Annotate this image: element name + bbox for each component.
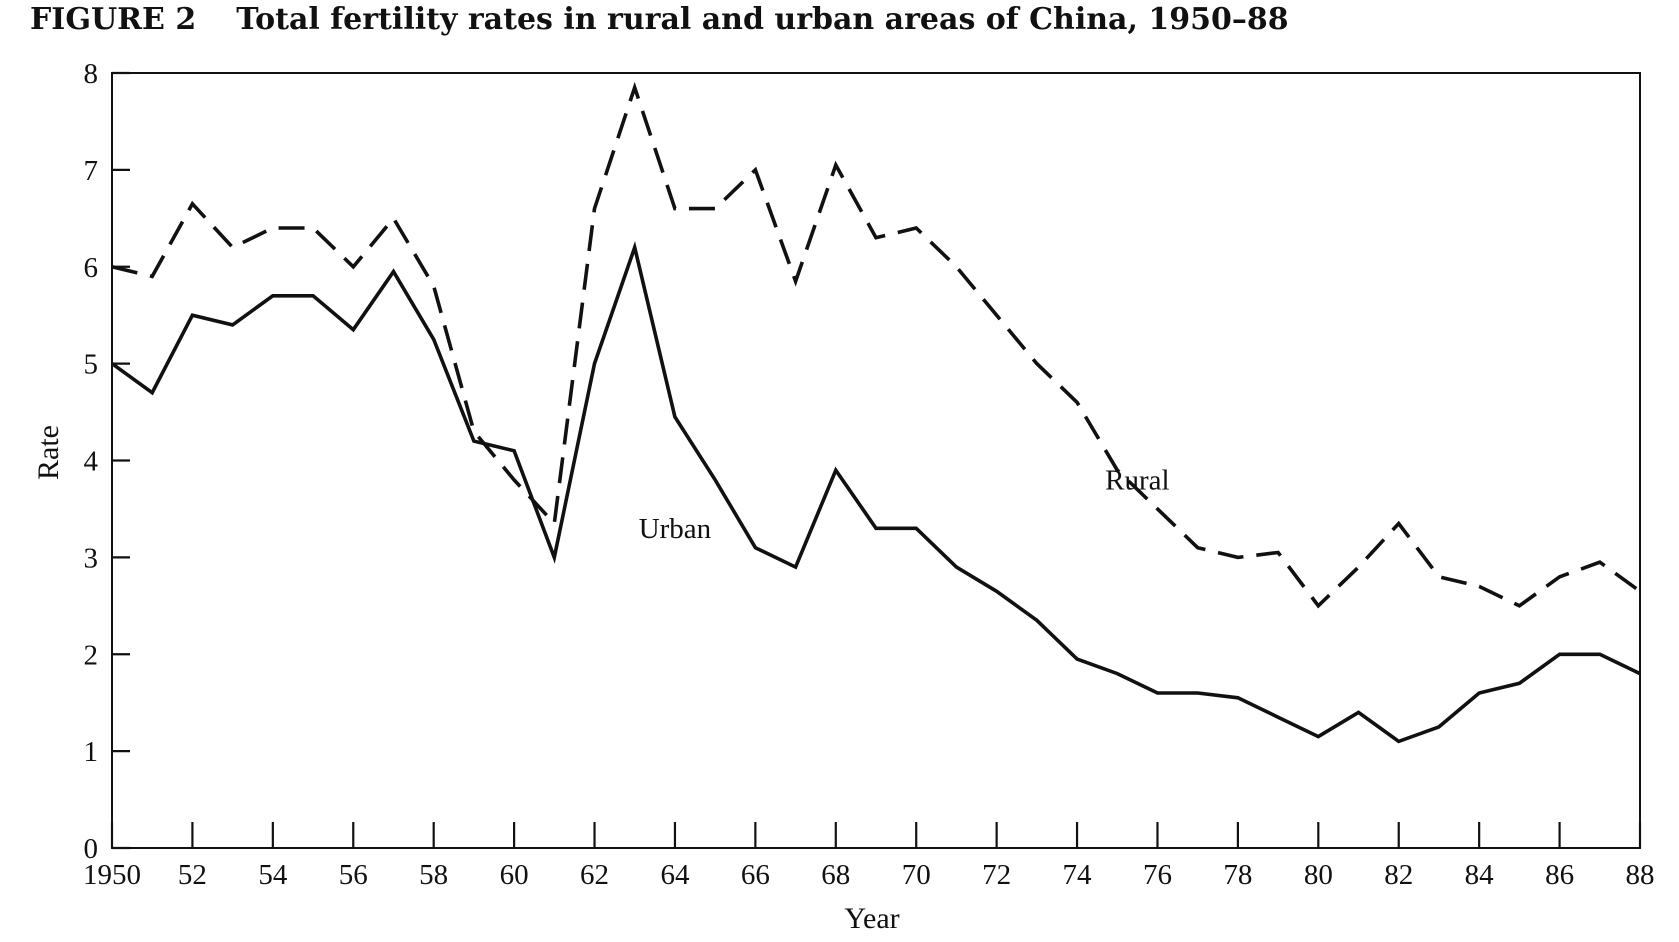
x-tick-label: 66 [741, 859, 770, 891]
x-tick-label: 70 [902, 859, 931, 891]
series-label-urban: Urban [639, 513, 712, 545]
figure-label: FIGURE 2 [30, 2, 197, 37]
x-tick-label: 80 [1304, 859, 1333, 891]
x-tick-label: 74 [1063, 859, 1093, 891]
y-tick-label: 1 [84, 736, 99, 768]
series-layer [110, 81, 1642, 744]
x-tick-label: 78 [1223, 859, 1252, 891]
plot-border [111, 72, 1641, 849]
x-tick-label: 60 [500, 859, 529, 891]
y-axis: 0 1 2 3 4 5 6 7 8 [84, 58, 130, 865]
y-tick-label: 2 [84, 639, 99, 671]
x-tick-label: 88 [1626, 859, 1655, 891]
y-tick-label: 3 [84, 542, 99, 574]
x-tick-label: 72 [982, 859, 1011, 891]
x-tick-label: 56 [339, 859, 368, 891]
figure-title-text: Total fertility rates in rural and urban… [236, 2, 1289, 37]
x-tick-label: 54 [258, 859, 288, 891]
plot-frame [111, 72, 1641, 849]
x-axis: 1950 52 54 56 58 60 62 64 66 68 70 72 74 76 78 80 82 84 86… [83, 822, 1655, 891]
y-tick-label: 6 [84, 252, 99, 284]
y-tick-label: 5 [84, 349, 99, 381]
x-tick-label: 76 [1143, 859, 1172, 891]
x-tick-label: 58 [419, 859, 448, 891]
figure-title: FIGURE 2 Total fertility rates in rural a… [30, 2, 1289, 37]
series-line-urban [110, 240, 1641, 744]
x-tick-label: 52 [178, 859, 207, 891]
y-axis-title: Rate [32, 425, 65, 480]
x-tick-label: 62 [580, 859, 609, 891]
x-tick-label: 82 [1384, 859, 1413, 891]
y-tick-label: 4 [84, 446, 99, 478]
y-tick-label: 7 [84, 155, 99, 187]
x-tick-label: 86 [1545, 859, 1574, 891]
y-tick-label: 8 [84, 58, 99, 90]
x-tick-label: 68 [821, 859, 850, 891]
series-label-rural: Rural [1105, 465, 1169, 497]
x-axis-title: Year [844, 902, 899, 935]
x-tick-label: 64 [660, 859, 690, 891]
x-tick-label: 84 [1465, 859, 1495, 891]
x-tick-label: 1950 [83, 859, 141, 891]
y-tick-label: 0 [84, 833, 99, 865]
